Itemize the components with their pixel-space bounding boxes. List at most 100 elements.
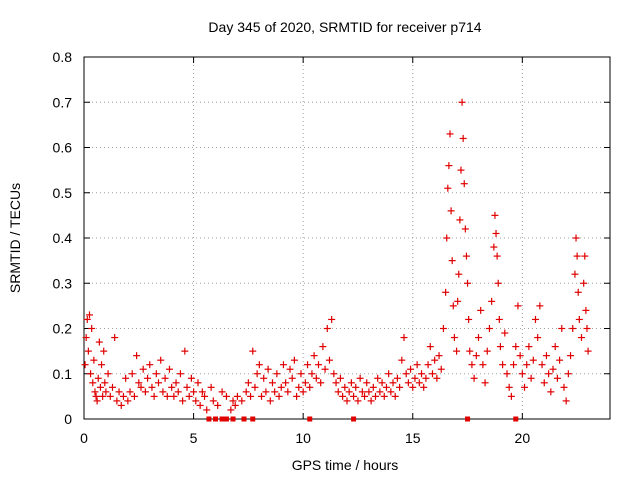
data-point <box>496 343 504 351</box>
data-point <box>106 392 114 400</box>
data-point <box>545 370 553 378</box>
data-point <box>356 374 364 382</box>
data-point <box>365 388 373 396</box>
gap-marker <box>213 416 218 422</box>
data-point <box>448 257 456 265</box>
y-tick-label: 0.5 <box>53 185 73 201</box>
data-point <box>380 392 388 400</box>
data-point <box>231 401 239 409</box>
data-point <box>470 374 478 382</box>
data-point <box>141 388 149 396</box>
data-point <box>455 270 463 278</box>
data-point <box>361 392 369 400</box>
data-point <box>172 379 180 387</box>
data-point <box>334 388 342 396</box>
data-point <box>428 370 436 378</box>
data-point <box>297 370 305 378</box>
data-point <box>488 297 496 305</box>
data-point <box>148 383 156 391</box>
data-point <box>117 401 125 409</box>
data-point <box>371 392 379 400</box>
data-point <box>87 370 95 378</box>
data-point <box>161 374 169 382</box>
gap-marker <box>307 416 313 422</box>
data-point <box>282 379 290 387</box>
data-point <box>411 374 419 382</box>
data-point <box>564 370 572 378</box>
data-point <box>505 383 513 391</box>
data-point <box>168 383 176 391</box>
data-point <box>443 234 451 242</box>
data-point <box>101 379 109 387</box>
y-tick-label: 0.6 <box>53 140 73 156</box>
data-point <box>81 361 89 369</box>
data-point <box>330 370 338 378</box>
data-point <box>95 338 103 346</box>
data-point <box>584 347 592 355</box>
data-point <box>203 406 211 414</box>
data-point <box>501 329 509 337</box>
data-point <box>354 397 362 405</box>
data-point <box>382 383 390 391</box>
data-point <box>444 184 452 192</box>
data-point <box>104 370 112 378</box>
data-point <box>268 379 276 387</box>
y-tick-label: 0.4 <box>53 230 73 246</box>
data-point <box>458 98 466 106</box>
data-point <box>176 370 184 378</box>
data-point <box>150 392 158 400</box>
data-point <box>578 334 586 342</box>
data-point <box>542 352 550 360</box>
data-point <box>229 397 237 405</box>
data-point <box>369 383 377 391</box>
gap-marker <box>351 416 357 422</box>
data-point <box>525 343 533 351</box>
data-point <box>494 279 502 287</box>
data-point <box>409 383 417 391</box>
data-point <box>284 388 292 396</box>
data-point <box>108 383 116 391</box>
data-point <box>422 374 430 382</box>
data-point <box>558 325 566 332</box>
data-point <box>135 379 143 387</box>
data-point <box>534 334 542 342</box>
data-point <box>310 352 318 360</box>
data-point <box>165 365 173 373</box>
data-point <box>454 297 462 305</box>
data-point <box>415 379 423 387</box>
data-point <box>187 374 195 382</box>
data-point <box>583 325 591 332</box>
data-point <box>279 361 287 369</box>
data-point <box>207 383 215 391</box>
data-point <box>242 388 250 396</box>
data-point <box>457 166 465 174</box>
data-point <box>198 388 206 396</box>
data-point <box>442 288 450 296</box>
data-point <box>299 388 307 396</box>
data-point <box>431 356 439 364</box>
data-point <box>275 392 283 400</box>
gap-marker <box>465 416 471 422</box>
data-point <box>83 315 91 323</box>
data-point <box>88 325 96 332</box>
gap-markers <box>206 416 519 422</box>
data-point <box>137 383 145 391</box>
data-point <box>433 374 441 382</box>
data-point <box>468 361 476 369</box>
data-point <box>253 370 261 378</box>
data-point <box>560 383 568 391</box>
data-point <box>122 374 130 382</box>
data-point <box>328 315 336 323</box>
data-point <box>233 392 241 400</box>
data-point <box>439 325 447 332</box>
data-point <box>396 383 404 391</box>
data-point <box>529 356 537 364</box>
data-point <box>301 379 309 387</box>
data-point <box>111 334 119 342</box>
data-point <box>323 325 331 332</box>
data-point <box>456 216 464 224</box>
data-point <box>518 370 526 378</box>
data-point <box>363 379 371 387</box>
data-point <box>260 374 268 382</box>
data-point <box>582 306 590 314</box>
